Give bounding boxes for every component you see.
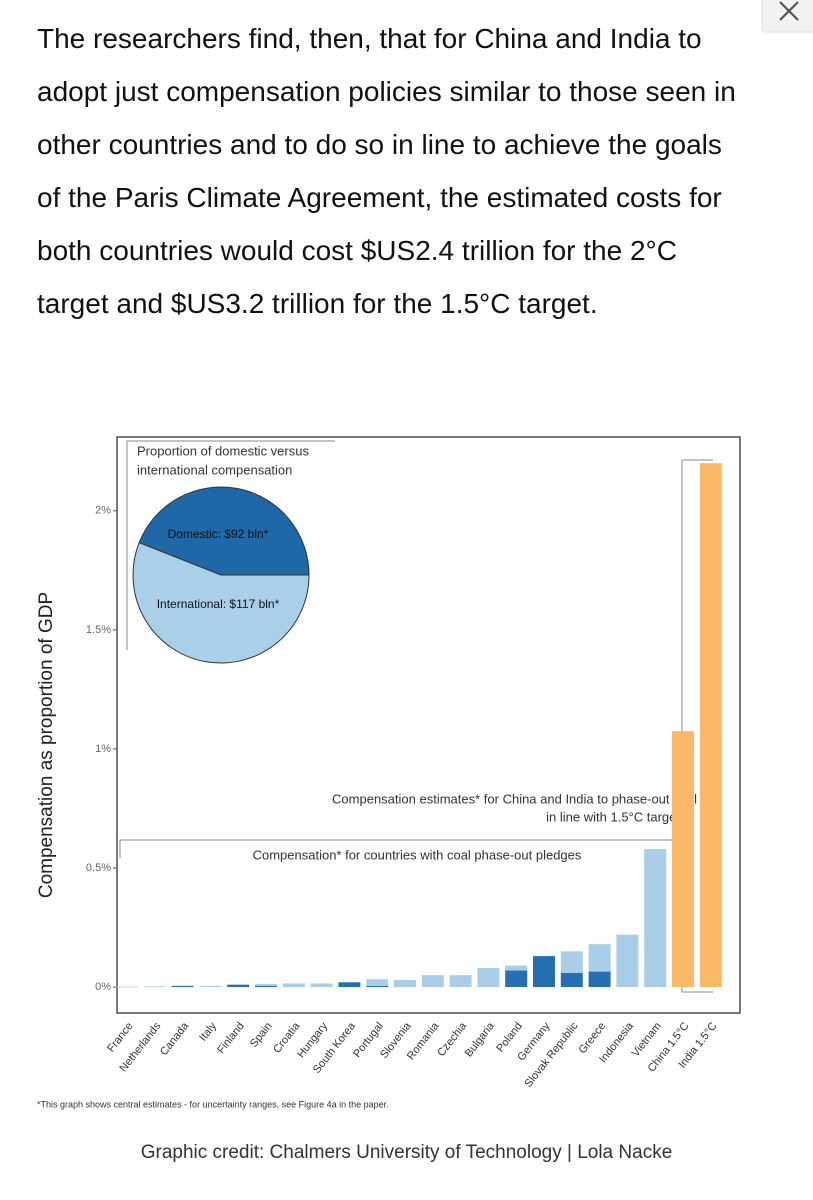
- y-tick-label: 1.5%: [86, 624, 111, 636]
- bar-segment: [116, 986, 138, 988]
- bar-segment: [449, 975, 472, 988]
- pie-slice: [132, 542, 310, 664]
- bar-segment: [366, 979, 389, 986]
- pie-slice: [138, 486, 310, 576]
- x-tick-label: Bulgaria: [463, 1020, 498, 1060]
- x-tick-label: Spain: [248, 1020, 275, 1050]
- annotation: Compensation* for countries with coal ph…: [253, 847, 582, 862]
- bar-segment: [366, 985, 389, 988]
- x-tick-label: Finland: [215, 1020, 247, 1056]
- bar-segment: [394, 979, 416, 988]
- bar-segment: [227, 984, 250, 988]
- bar-segment: [338, 982, 361, 988]
- x-tick-label: Italy: [197, 1020, 219, 1044]
- pie-title: international compensation: [137, 462, 292, 477]
- plot-frame: [116, 436, 741, 1014]
- y-tick-label: 0.5%: [86, 862, 111, 874]
- close-icon: [779, 1, 799, 21]
- bar-segment: [588, 944, 611, 972]
- annotation: Compensation estimates* for China and In…: [332, 791, 697, 806]
- bar-segment: [282, 983, 305, 988]
- pie-label: International: $117 bln*: [157, 597, 280, 611]
- footnote: *This graph shows central estimates - fo…: [37, 1099, 389, 1109]
- bar-segment: [616, 934, 639, 988]
- bar-segment: [505, 970, 528, 988]
- bar-segment: [421, 975, 444, 988]
- bar-segment: [199, 985, 222, 988]
- pie-title: Proportion of domestic versus: [137, 443, 309, 458]
- bar-segment: [477, 967, 500, 988]
- bar-segment: [672, 731, 694, 988]
- close-button[interactable]: [761, 0, 813, 33]
- pie-box: [126, 440, 335, 650]
- y-axis-label: Compensation as proportion of GDP: [36, 592, 57, 898]
- bar-segment: [560, 951, 583, 973]
- bar-segment: [171, 985, 194, 988]
- paragraph: The researchers find, then, that for Chi…: [37, 23, 736, 319]
- x-tick-label: Canada: [158, 1020, 192, 1058]
- bar-segment: [699, 463, 722, 988]
- bar-segment: [310, 983, 333, 988]
- y-tick-label: 2%: [95, 505, 111, 517]
- bracket: [681, 459, 713, 993]
- bar-segment: [255, 983, 277, 986]
- caption: Graphic credit: Chalmers University of T…: [140, 1142, 673, 1163]
- y-tick-label: 0%: [95, 981, 111, 993]
- bar-segment: [644, 848, 667, 988]
- bar-segment: [143, 986, 166, 988]
- bar-segment: [533, 956, 555, 988]
- pie-label: Domestic: $92 bln*: [168, 527, 269, 541]
- annotation: in line with 1.5°C target: [546, 809, 680, 824]
- bar-segment: [588, 971, 611, 988]
- bar-segment: [255, 985, 277, 988]
- bar-segment: [560, 972, 583, 988]
- y-tick-label: 1%: [95, 743, 111, 755]
- bar-segment: [505, 965, 528, 971]
